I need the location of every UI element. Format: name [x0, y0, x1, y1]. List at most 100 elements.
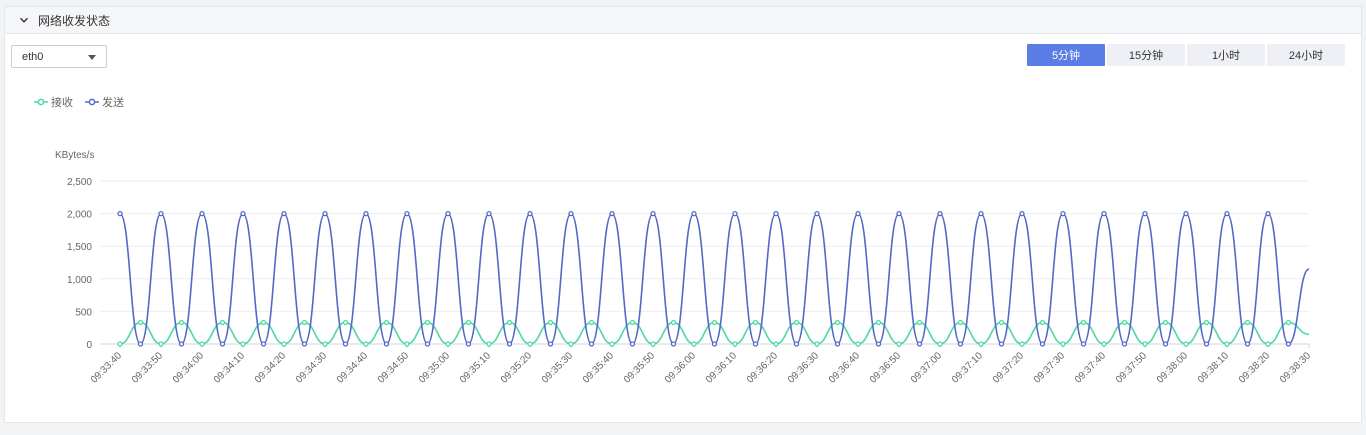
data-point[interactable] [732, 341, 738, 347]
data-point[interactable] [691, 210, 697, 217]
data-point[interactable] [1265, 341, 1271, 347]
data-point[interactable] [568, 210, 574, 217]
data-point[interactable] [363, 341, 369, 347]
data-point[interactable] [219, 341, 226, 347]
data-point[interactable] [404, 210, 410, 217]
data-point[interactable] [978, 341, 984, 347]
data-point[interactable] [301, 319, 308, 326]
data-point[interactable] [158, 210, 164, 217]
data-point[interactable] [527, 341, 533, 347]
data-point[interactable] [1060, 341, 1066, 347]
data-point[interactable] [875, 319, 882, 326]
legend-item-send[interactable]: 发送 [85, 94, 124, 110]
data-point[interactable] [281, 341, 287, 347]
data-point[interactable] [568, 341, 574, 347]
range-1hour-button[interactable]: 1小时 [1187, 44, 1265, 66]
data-point[interactable] [158, 341, 164, 347]
data-point[interactable] [732, 210, 738, 217]
data-point[interactable] [752, 341, 759, 347]
data-point[interactable] [814, 341, 820, 347]
data-point[interactable] [547, 341, 554, 347]
panel-header[interactable]: 网络收发状态 [5, 7, 1361, 34]
data-point[interactable] [1060, 210, 1066, 217]
data-point[interactable] [1183, 341, 1189, 347]
data-point[interactable] [1101, 210, 1107, 217]
data-point[interactable] [1039, 341, 1046, 347]
data-point[interactable] [1203, 341, 1210, 347]
chevron-down-icon[interactable] [19, 15, 29, 25]
data-point[interactable] [527, 210, 533, 217]
data-point[interactable] [609, 210, 615, 217]
data-point[interactable] [1224, 210, 1230, 217]
data-point[interactable] [875, 341, 882, 347]
data-point[interactable] [260, 319, 267, 326]
data-point[interactable] [178, 319, 185, 326]
data-point[interactable] [240, 210, 246, 217]
data-point[interactable] [773, 341, 779, 347]
data-point[interactable] [711, 341, 718, 347]
data-point[interactable] [1285, 341, 1292, 347]
data-point[interactable] [260, 341, 267, 347]
data-point[interactable] [1162, 319, 1169, 326]
data-point[interactable] [465, 341, 472, 347]
data-point[interactable] [855, 210, 861, 217]
data-point[interactable] [1121, 319, 1128, 326]
data-point[interactable] [445, 341, 451, 347]
data-point[interactable] [896, 341, 902, 347]
data-point[interactable] [342, 319, 349, 326]
data-point[interactable] [137, 341, 144, 347]
data-point[interactable] [1080, 341, 1087, 347]
data-point[interactable] [1019, 341, 1025, 347]
legend-item-receive[interactable]: 接收 [34, 94, 73, 110]
range-15min-button[interactable]: 15分钟 [1107, 44, 1185, 66]
data-point[interactable] [404, 341, 410, 347]
data-point[interactable] [957, 341, 964, 347]
data-point[interactable] [301, 341, 308, 347]
data-point[interactable] [486, 210, 492, 217]
data-point[interactable] [486, 341, 492, 347]
data-point[interactable] [1101, 341, 1107, 347]
data-point[interactable] [1203, 319, 1210, 326]
data-point[interactable] [1244, 341, 1251, 347]
data-point[interactable] [137, 319, 144, 326]
data-point[interactable] [691, 341, 697, 347]
data-point[interactable] [629, 319, 636, 326]
data-point[interactable] [322, 210, 328, 217]
data-point[interactable] [711, 319, 718, 326]
data-point[interactable] [199, 210, 205, 217]
data-point[interactable] [445, 210, 451, 217]
data-point[interactable] [547, 319, 554, 326]
data-point[interactable] [609, 341, 615, 347]
data-point[interactable] [588, 319, 595, 326]
data-point[interactable] [1244, 319, 1251, 326]
data-point[interactable] [998, 319, 1005, 326]
data-point[interactable] [383, 319, 390, 326]
data-point[interactable] [199, 341, 205, 347]
data-point[interactable] [1162, 341, 1169, 347]
data-point[interactable] [506, 319, 513, 326]
data-point[interactable] [1142, 210, 1148, 217]
data-point[interactable] [916, 319, 923, 326]
data-point[interactable] [855, 341, 861, 347]
data-point[interactable] [814, 210, 820, 217]
range-24hour-button[interactable]: 24小时 [1267, 44, 1345, 66]
data-point[interactable] [650, 210, 656, 217]
data-point[interactable] [793, 319, 800, 326]
data-point[interactable] [1019, 210, 1025, 217]
data-point[interactable] [117, 210, 123, 217]
data-point[interactable] [650, 341, 656, 347]
data-point[interactable] [383, 341, 390, 347]
data-point[interactable] [506, 341, 513, 347]
data-point[interactable] [957, 319, 964, 326]
data-point[interactable] [1080, 319, 1087, 326]
range-5min-button[interactable]: 5分钟 [1027, 44, 1105, 66]
data-point[interactable] [424, 341, 431, 347]
data-point[interactable] [629, 341, 636, 347]
data-point[interactable] [322, 341, 328, 347]
data-point[interactable] [342, 341, 349, 347]
data-point[interactable] [465, 319, 472, 326]
data-point[interactable] [424, 319, 431, 326]
data-point[interactable] [219, 319, 226, 326]
data-point[interactable] [670, 319, 677, 326]
data-point[interactable] [281, 210, 287, 217]
